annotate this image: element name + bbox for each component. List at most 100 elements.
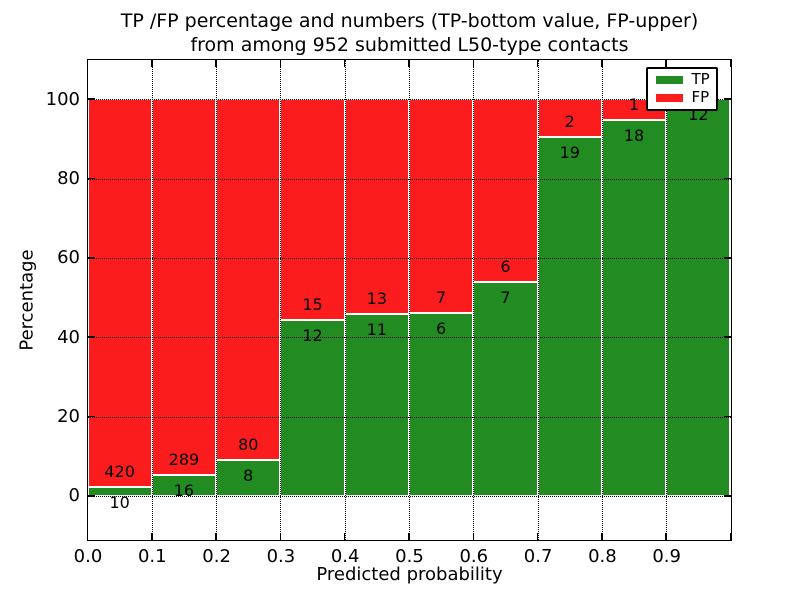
y-tick-label: 80 bbox=[57, 168, 80, 189]
gridline-vertical bbox=[666, 59, 668, 540]
x-tick-mark-bottom bbox=[86, 532, 89, 540]
gridline-vertical bbox=[151, 59, 153, 540]
y-tick-label: 0 bbox=[68, 485, 80, 507]
fp-count-label: 420 bbox=[104, 461, 135, 481]
x-tick-label: 0.0 bbox=[73, 546, 103, 567]
bar-segment-fp bbox=[409, 99, 474, 313]
x-tick-label: 0.7 bbox=[523, 546, 553, 567]
x-tick-label: 0.1 bbox=[137, 546, 167, 567]
x-tick-mark-bottom bbox=[665, 532, 667, 540]
tp-count-label: 8 bbox=[243, 465, 254, 485]
fp-count-label: 80 bbox=[238, 434, 259, 454]
chart-title-line2: from among 952 submitted L50-type contac… bbox=[190, 34, 629, 56]
bar-segment-tp bbox=[601, 120, 667, 496]
x-tick-mark-top bbox=[665, 59, 667, 67]
gridline-vertical bbox=[537, 59, 539, 540]
tp-count-label: 12 bbox=[302, 325, 323, 345]
x-tick-label: 0.4 bbox=[330, 546, 360, 567]
fp-count-label: 2 bbox=[564, 111, 575, 131]
y-tick-mark-right bbox=[723, 495, 731, 497]
y-tick-mark-left bbox=[87, 257, 95, 259]
bar-segment-tp bbox=[409, 312, 474, 496]
fp-count-label: 7 bbox=[436, 287, 447, 307]
x-tick-mark-bottom bbox=[408, 532, 410, 540]
x-tick-mark-top bbox=[536, 59, 539, 67]
x-tick-label: 0.2 bbox=[202, 546, 231, 567]
bar-segment-tp bbox=[537, 136, 602, 496]
tp-count-label: 6 bbox=[436, 318, 447, 338]
x-tick-mark-bottom bbox=[151, 532, 153, 540]
gridline-vertical bbox=[409, 59, 410, 540]
bar-segment-fp bbox=[280, 99, 345, 320]
fp-count-label: 289 bbox=[168, 450, 200, 470]
bar-segment-fp bbox=[537, 99, 602, 137]
x-tick-mark-top bbox=[729, 59, 732, 67]
legend-row-tp: TP bbox=[648, 72, 716, 87]
legend-row-fp: FP bbox=[648, 90, 716, 105]
x-tick-mark-bottom bbox=[215, 532, 217, 540]
y-tick-mark-left bbox=[87, 98, 95, 100]
bar-segment-tp bbox=[473, 282, 538, 496]
x-tick-mark-top bbox=[601, 59, 603, 67]
y-tick-mark-left bbox=[87, 495, 95, 497]
tp-count-label: 11 bbox=[366, 320, 388, 340]
x-tick-mark-top bbox=[343, 59, 346, 67]
gridline-vertical bbox=[473, 59, 475, 540]
x-tick-label: 0.5 bbox=[395, 546, 424, 567]
x-tick-label: 0.6 bbox=[459, 546, 489, 567]
legend-label-tp: TP bbox=[691, 70, 710, 88]
gridline-vertical bbox=[601, 59, 603, 540]
x-tick-label: 0.3 bbox=[266, 546, 296, 567]
bar-segment-tp bbox=[280, 319, 345, 496]
x-tick-mark-top bbox=[86, 59, 89, 67]
y-tick-mark-left bbox=[87, 415, 95, 418]
y-tick-mark-right bbox=[723, 98, 731, 100]
tp-count-label: 16 bbox=[173, 481, 195, 501]
x-tick-mark-top bbox=[408, 59, 410, 67]
bar-segment-tp bbox=[87, 486, 152, 496]
x-tick-mark-top bbox=[151, 59, 153, 67]
y-tick-label: 20 bbox=[57, 406, 80, 428]
bar-segment-fp bbox=[216, 99, 281, 460]
y-tick-mark-right bbox=[723, 257, 731, 259]
y-tick-mark-right bbox=[723, 177, 731, 180]
tp-count-label: 19 bbox=[559, 142, 580, 162]
fp-count-label: 6 bbox=[500, 257, 511, 277]
gridline-vertical bbox=[216, 59, 218, 540]
y-tick-label: 100 bbox=[45, 88, 80, 110]
fp-count-label: 1 bbox=[628, 95, 640, 115]
x-tick-mark-bottom bbox=[601, 532, 603, 540]
legend: TP FP bbox=[645, 66, 718, 111]
x-tick-mark-top bbox=[279, 59, 282, 67]
tp-count-label: 10 bbox=[109, 492, 130, 512]
x-tick-mark-bottom bbox=[343, 532, 346, 540]
x-axis-label: Predicted probability bbox=[316, 564, 503, 585]
chart-title: TP /FP percentage and numbers (TP-bottom… bbox=[88, 9, 731, 57]
bar-segment-tp bbox=[344, 314, 409, 496]
x-tick-label: 0.9 bbox=[652, 546, 681, 567]
x-tick-label: 0.8 bbox=[588, 546, 617, 567]
x-tick-mark-top bbox=[472, 59, 475, 67]
x-tick-mark-top bbox=[215, 59, 217, 67]
y-tick-label: 40 bbox=[57, 326, 80, 348]
y-tick-mark-right bbox=[723, 415, 731, 418]
legend-swatch-tp bbox=[655, 75, 683, 84]
fp-count-label: 15 bbox=[302, 294, 323, 314]
y-tick-mark-left bbox=[87, 177, 95, 180]
gridline-vertical bbox=[344, 59, 346, 540]
bar-segment-fp bbox=[87, 99, 152, 487]
x-tick-mark-bottom bbox=[279, 532, 282, 540]
bar-segment-fp bbox=[473, 99, 538, 283]
legend-swatch-fp bbox=[655, 93, 683, 102]
x-tick-mark-bottom bbox=[729, 532, 732, 540]
chart-title-line1: TP /FP percentage and numbers (TP-bottom… bbox=[120, 10, 699, 32]
y-tick-label: 60 bbox=[57, 247, 80, 269]
x-tick-mark-bottom bbox=[472, 532, 475, 540]
gridline-vertical bbox=[280, 59, 282, 540]
bar-segment-fp bbox=[151, 99, 217, 476]
legend-label-fp: FP bbox=[691, 88, 710, 106]
bar-segment-tp bbox=[666, 99, 731, 496]
tp-count-label: 18 bbox=[623, 126, 645, 146]
x-tick-mark-bottom bbox=[536, 532, 539, 540]
